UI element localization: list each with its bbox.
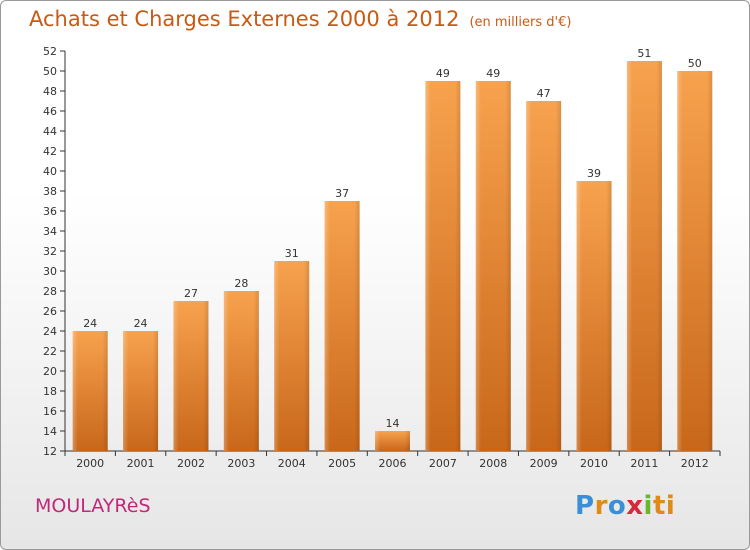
bar-value-label: 49 <box>436 67 450 80</box>
bar-shade <box>123 331 159 451</box>
bar-value-label: 28 <box>234 277 248 290</box>
y-tick-label: 18 <box>43 385 57 398</box>
bar-shade <box>72 331 108 451</box>
y-tick-label: 14 <box>43 425 57 438</box>
x-tick-label: 2004 <box>278 457 306 470</box>
bar-shade <box>526 101 562 451</box>
y-tick-label: 42 <box>43 145 57 158</box>
x-tick-label: 2006 <box>379 457 407 470</box>
bar-shade <box>223 291 259 451</box>
bar-shade <box>274 261 310 451</box>
bar-shade <box>324 201 360 451</box>
y-tick-label: 32 <box>43 245 57 258</box>
y-tick-label: 34 <box>43 225 57 238</box>
y-tick-label: 40 <box>43 165 57 178</box>
y-tick-label: 48 <box>43 85 57 98</box>
bar-shade <box>576 181 612 451</box>
bar-value-label: 50 <box>688 57 702 70</box>
logo-letter: i <box>643 491 653 521</box>
x-tick-label: 2002 <box>177 457 205 470</box>
bar-shade <box>173 301 209 451</box>
y-tick-label: 36 <box>43 205 57 218</box>
commune-name: MOULAYRèS <box>35 495 151 517</box>
y-tick-label: 20 <box>43 365 57 378</box>
x-tick-label: 2000 <box>76 457 104 470</box>
logo-letter: x <box>626 491 644 521</box>
y-tick-label: 24 <box>43 325 57 338</box>
y-tick-label: 12 <box>43 445 57 458</box>
x-tick-label: 2012 <box>681 457 709 470</box>
chart-title-text: Achats et Charges Externes 2000 à 2012 <box>29 7 460 31</box>
bar-value-label: 49 <box>486 67 500 80</box>
y-tick-label: 22 <box>43 345 57 358</box>
x-tick-label: 2009 <box>530 457 558 470</box>
bar-shade <box>425 81 461 451</box>
logo-letter: o <box>607 491 627 521</box>
x-tick-label: 2001 <box>127 457 155 470</box>
y-tick-label: 46 <box>43 105 57 118</box>
bar-value-label: 24 <box>83 317 97 330</box>
x-tick-label: 2010 <box>580 457 608 470</box>
bar-value-label: 14 <box>386 417 400 430</box>
logo-letter: ti <box>652 491 676 521</box>
y-tick-label: 52 <box>43 45 57 58</box>
y-tick-label: 38 <box>43 185 57 198</box>
x-tick-label: 2007 <box>429 457 457 470</box>
bar-value-label: 51 <box>637 47 651 60</box>
bar-shade <box>375 431 410 451</box>
y-tick-label: 28 <box>43 285 57 298</box>
y-tick-label: 30 <box>43 265 57 278</box>
x-tick-label: 2003 <box>227 457 255 470</box>
x-tick-label: 2011 <box>630 457 658 470</box>
y-tick-label: 44 <box>43 125 57 138</box>
bar-value-label: 37 <box>335 187 349 200</box>
bar-shade <box>475 81 511 451</box>
logo-letter: P <box>575 491 595 521</box>
chart-title: Achats et Charges Externes 2000 à 2012 (e… <box>29 7 571 31</box>
bar-value-label: 47 <box>537 87 551 100</box>
x-tick-label: 2005 <box>328 457 356 470</box>
y-tick-label: 26 <box>43 305 57 318</box>
logo-letter: r <box>594 491 608 521</box>
x-tick-label: 2008 <box>479 457 507 470</box>
bar-shade <box>626 61 662 451</box>
bar-value-label: 27 <box>184 287 198 300</box>
bar-value-label: 24 <box>134 317 148 330</box>
bar-value-label: 39 <box>587 167 601 180</box>
bar-value-label: 31 <box>285 247 299 260</box>
y-tick-label: 16 <box>43 405 57 418</box>
chart-subtitle: (en milliers d'€) <box>469 15 572 30</box>
proxiti-logo: Proxiti <box>575 491 675 521</box>
bar-shade <box>677 71 713 451</box>
y-tick-label: 50 <box>43 65 57 78</box>
